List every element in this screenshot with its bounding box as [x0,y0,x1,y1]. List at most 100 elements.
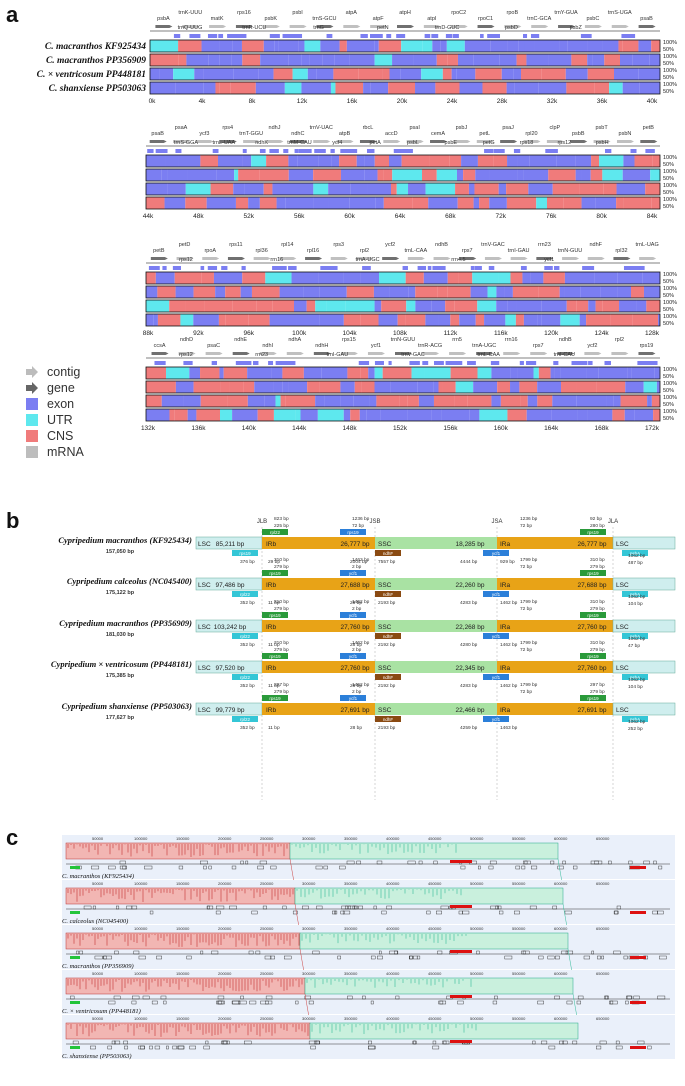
conservation-segment [519,381,538,393]
mauve-tick: 400000 [386,926,400,931]
exon-block [648,361,658,365]
mauve-gene-box [240,860,244,865]
gene-arrow [176,257,194,260]
exon-block [207,266,217,270]
conservation-segment [622,82,640,94]
mauve-tick: 600000 [554,971,568,976]
conservation-segment [613,395,621,407]
conservation-segment [376,395,400,407]
mauve-tick: 600000 [554,926,568,931]
conservation-segment [431,300,446,312]
conservation-segment [300,409,318,421]
conservation-segment [321,367,348,379]
gene-arrow [313,352,331,355]
conservation-segment [346,40,375,52]
mauve-gene-box [244,1040,252,1045]
exon-block [480,34,484,38]
junction-annotation: 310 bp [274,557,289,563]
ira-bar [497,620,613,632]
mauve-red-feature [450,950,472,953]
mauve-gene-box [432,1040,437,1045]
mauve-gene-box [524,860,528,865]
mauve-tick: 50000 [92,971,104,976]
axis-tick: 36k [597,98,608,105]
gene-label: rpoB [507,10,519,16]
exon-block [553,361,559,365]
junction-genome-5: Cypripedium shanxiense (PP503063) 177,627… [62,682,676,732]
mauve-red-feature [630,1046,646,1049]
mauve-tick: 450000 [428,881,442,886]
conservation-segment [364,169,378,181]
exon-block [445,361,454,365]
conservation-segment [319,286,347,298]
conservation-segment [435,82,460,94]
gene-arrow [500,140,518,143]
track-frame [149,53,661,67]
mauve-lcb-green [309,1022,579,1040]
mauve-gene-box [613,950,621,955]
conservation-segment [537,314,542,326]
conservation-segment [335,82,364,94]
gene-label: psaA [175,125,188,131]
gene-label: ndhJ [269,125,281,131]
exon-block [520,266,527,270]
conservation-segment [496,286,505,298]
junction-annotation: 279 bp [274,606,289,612]
exon-block [476,266,481,270]
gene-arrow [289,140,307,143]
conservation-segment [292,68,308,80]
gene-label: psbJ [456,125,468,131]
genome-name: Cypripedium shanxiense (PP503063) [62,701,193,711]
axis-tick: 136k [191,425,206,432]
junction-gene-box [375,591,401,597]
conservation-segment [200,155,218,167]
conservation-segment [464,40,491,52]
conservation-segment [265,272,292,284]
conservation-segment [238,169,260,181]
exon-block [491,34,501,38]
junction-gene-box [340,695,366,701]
junction-gene-box [232,633,258,639]
mauve-lcb-red [65,842,291,860]
mauve-tick: 50000 [92,1016,104,1021]
conservation-segment [259,169,289,181]
gene-arrow [316,25,334,28]
conservation-segment [412,197,429,209]
conservation-segment [150,82,176,94]
conservation-segment [442,68,452,80]
mauve-tick: 300000 [302,836,316,841]
axis-tick: 12k [297,98,308,105]
junction-gene-label: rpl22 [240,592,251,597]
junction-gene-label: rps19 [587,530,599,535]
conservation-segment [288,54,302,66]
conservation-segment [520,68,542,80]
axis-tick: 68k [445,213,456,220]
mauve-tick: 50000 [92,836,104,841]
conservation-segment [477,300,497,312]
gene-arrow [459,257,477,260]
mauve-gene-box [308,1040,318,1045]
mauve-gene-box [94,955,103,960]
conservation-segment [456,68,476,80]
conservation-segment [275,395,281,407]
conservation-segment [333,68,359,80]
conservation-segment [225,314,249,326]
conservation-segment [360,367,369,379]
junction-annotation: 2193 bp [378,725,396,731]
gene-label: trnQ-UUG [178,25,203,31]
exon-block [301,149,306,153]
mauve-gene-box [643,860,650,865]
conservation-segment [322,54,335,66]
pct-label: 50% [663,279,674,285]
mauve-gene-box [476,950,480,955]
conservation-segment [186,54,209,66]
conservation-segment [472,272,499,284]
region-label: IRa [500,707,511,714]
exon-block [467,361,476,365]
conservation-segment [185,183,211,195]
gene-arrow [557,352,575,355]
gene-label: trnL-UAG [636,242,659,248]
conservation-segment [529,155,557,167]
mauve-gene-box [292,910,298,915]
